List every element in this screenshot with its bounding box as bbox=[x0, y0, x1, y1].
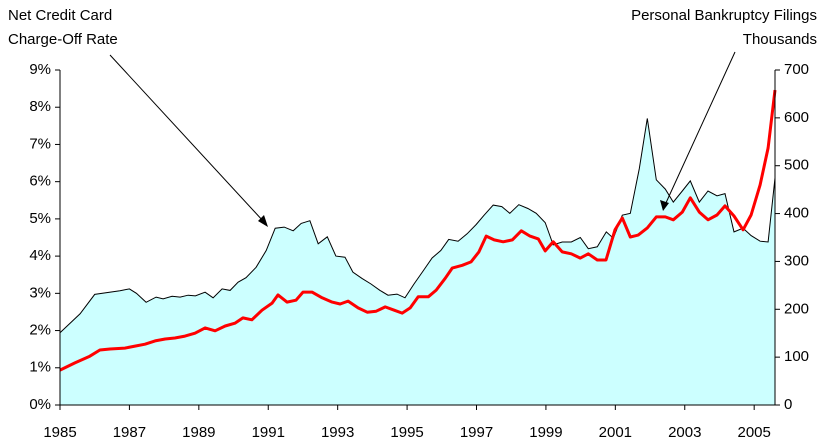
y2-tick-label: 400 bbox=[784, 205, 809, 222]
y-tick-label: 3% bbox=[29, 284, 51, 301]
x-tick-label: 1999 bbox=[529, 424, 562, 441]
arrowhead bbox=[258, 215, 268, 227]
y-tick-label: 1% bbox=[29, 359, 51, 376]
y2-tick-label: 100 bbox=[784, 348, 809, 365]
y-tick-label: 7% bbox=[29, 135, 51, 152]
arrows bbox=[109, 51, 736, 227]
x-tick-label: 1995 bbox=[390, 424, 423, 441]
y-tick-label: 4% bbox=[29, 247, 51, 264]
y-tick-label: 6% bbox=[29, 173, 51, 190]
y-tick-label: 0% bbox=[29, 396, 51, 413]
area-fill bbox=[60, 118, 775, 406]
y2-tick-label: 600 bbox=[784, 109, 809, 126]
y-tick-label: 9% bbox=[29, 61, 51, 78]
arrowhead bbox=[660, 200, 669, 211]
x-tick-label: 1997 bbox=[460, 424, 493, 441]
y-tick-label: 5% bbox=[29, 210, 51, 227]
plot: 0% 1% 2% 3% 4% 5% 6% 7% 8% 9% 0 100 200 300 400 500 600 7… bbox=[29, 61, 809, 441]
area-outline bbox=[59, 118, 776, 334]
x-tick-label: 1993 bbox=[321, 424, 354, 441]
x-tick-label: 1987 bbox=[113, 424, 146, 441]
x-tick-label: 2001 bbox=[599, 424, 632, 441]
y-tick-label: 8% bbox=[29, 98, 51, 115]
arrow bbox=[664, 51, 736, 206]
annotation: Net Credit Card bbox=[8, 7, 112, 24]
y-tick-label: 2% bbox=[29, 322, 51, 339]
y2-tick-label: 0 bbox=[784, 396, 792, 413]
y2-tick-label: 700 bbox=[784, 61, 809, 78]
y2-axis-label: Thousands bbox=[743, 31, 817, 48]
x-tick-label: 1991 bbox=[252, 424, 285, 441]
line bbox=[59, 89, 777, 372]
annotation: Personal Bankruptcy Filings bbox=[631, 7, 817, 24]
y2-tick-label: 500 bbox=[784, 157, 809, 174]
annotation: Charge-Off Rate bbox=[8, 31, 118, 48]
y2-tick-label: 200 bbox=[784, 300, 809, 317]
x-tick-label: 2003 bbox=[668, 424, 701, 441]
x-tick-label: 1989 bbox=[182, 424, 215, 441]
x-tick-label: 1985 bbox=[43, 424, 76, 441]
x-tick-label: 2005 bbox=[737, 424, 770, 441]
arrow bbox=[109, 54, 265, 223]
y2-tick-label: 300 bbox=[784, 252, 809, 269]
